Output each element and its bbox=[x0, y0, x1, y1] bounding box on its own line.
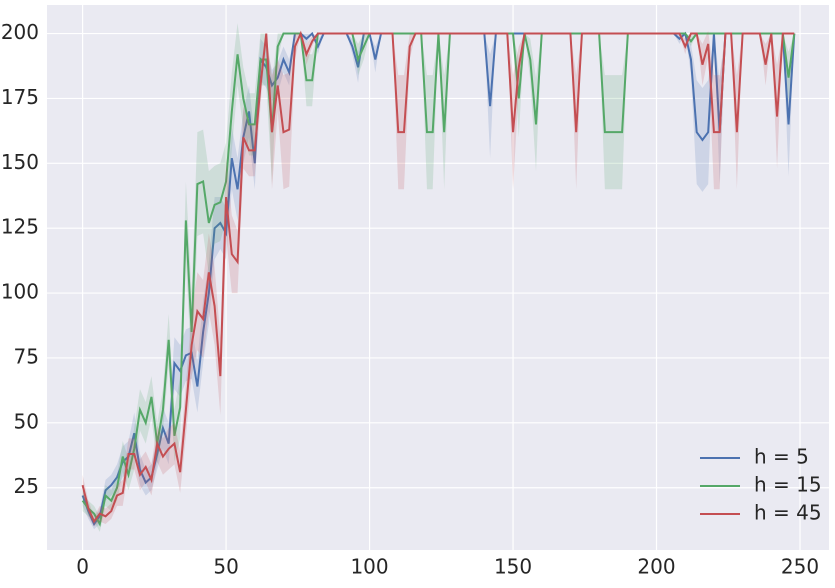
y-tick-label: 200 bbox=[1, 20, 39, 44]
x-tick-label: 50 bbox=[213, 555, 238, 579]
confidence-band bbox=[82, 23, 795, 532]
y-tick-label: 175 bbox=[1, 85, 39, 109]
x-tick-label: 0 bbox=[76, 555, 89, 579]
y-tick-label: 75 bbox=[14, 344, 39, 368]
x-tick-label: 200 bbox=[637, 555, 675, 579]
y-tick-label: 25 bbox=[14, 474, 39, 498]
y-tick-label: 100 bbox=[1, 280, 39, 304]
y-tick-label: 125 bbox=[1, 215, 39, 239]
x-tick-label: 100 bbox=[350, 555, 388, 579]
series-line bbox=[81, 30, 795, 524]
plot-area bbox=[81, 23, 796, 532]
y-tick-label: 150 bbox=[1, 150, 39, 174]
legend-label: h = 15 bbox=[754, 473, 822, 497]
legend-label: h = 45 bbox=[754, 501, 822, 525]
legend-label: h = 5 bbox=[754, 445, 809, 469]
x-tick-label: 250 bbox=[781, 555, 819, 579]
y-tick-label: 50 bbox=[14, 409, 39, 433]
x-tick-label: 150 bbox=[494, 555, 532, 579]
